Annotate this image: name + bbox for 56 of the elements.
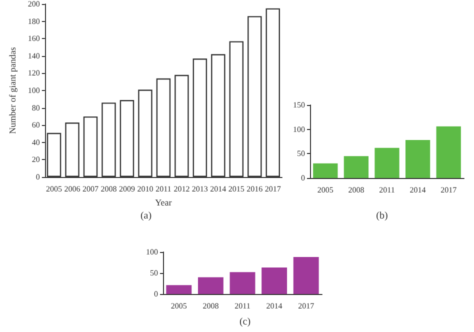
y-tick-label: 140: [28, 51, 40, 60]
x-tick-label: 2013: [192, 184, 208, 194]
y-tick-label: 0: [36, 172, 40, 182]
x-tick-label: 2009: [118, 184, 135, 194]
x-tick-label: 2014: [210, 184, 226, 194]
y-tick-label: 80: [32, 103, 40, 112]
x-tick-label: 2011: [234, 302, 250, 310]
x-tick-label: 2014: [410, 186, 426, 194]
bar: [374, 148, 400, 178]
x-tick-label: 2017: [440, 186, 457, 194]
y-tick-label: 120: [28, 68, 40, 78]
y-tick-label: 100: [293, 124, 305, 134]
x-tick-label: 2011: [379, 186, 395, 194]
x-tick-label: 2017: [264, 184, 281, 194]
y-tick-label: 0: [301, 174, 305, 182]
x-tick-label: 2017: [298, 302, 314, 310]
bar: [293, 257, 319, 294]
y-tick-label: 200: [28, 0, 40, 8]
x-tick-label: 2007: [82, 184, 98, 194]
x-tick-label: 2008: [100, 184, 117, 194]
bar: [405, 140, 430, 178]
x-tick-label: 2005: [317, 186, 334, 194]
bar: [166, 285, 192, 294]
x-tick-label: 2005: [46, 184, 62, 194]
x-tick-label: 2012: [174, 184, 190, 194]
x-tick-label: 2008: [202, 302, 219, 310]
bar: [262, 268, 288, 294]
x-tick-label: 2016: [246, 184, 263, 194]
y-tick-label: 180: [28, 16, 40, 26]
x-tick-label: 2011: [156, 184, 172, 194]
bar: [344, 156, 369, 178]
y-tick-label: 40: [32, 138, 40, 147]
y-tick-label: 100: [28, 86, 40, 95]
text: (a): [140, 210, 152, 222]
y-tick-label: 50: [297, 149, 305, 158]
x-tick-label: 2006: [64, 184, 80, 194]
x-tick-label: 2005: [170, 302, 187, 310]
y-tick-label: 50: [150, 268, 158, 278]
x-tick-label: 2008: [348, 186, 364, 194]
bar: [313, 163, 338, 178]
bar: [230, 272, 256, 294]
y-tick-label: 160: [28, 34, 40, 44]
y-tick-label: 20: [32, 155, 40, 164]
y-tick-label: 0: [154, 290, 158, 298]
y-tick-label: 150: [293, 100, 305, 110]
x-tick-label: 2015: [228, 184, 244, 194]
bar: [198, 277, 224, 294]
bar: [436, 126, 461, 178]
x-tick-label: 2014: [266, 302, 282, 310]
y-tick-label: 100: [146, 248, 158, 256]
text: (c): [239, 316, 251, 328]
x-axis-title: Year: [155, 197, 172, 208]
y-axis-title: Number of giant pandas: [8, 46, 18, 134]
text: (b): [376, 210, 388, 222]
x-tick-label: 2010: [137, 184, 154, 194]
y-tick-label: 60: [32, 120, 40, 130]
